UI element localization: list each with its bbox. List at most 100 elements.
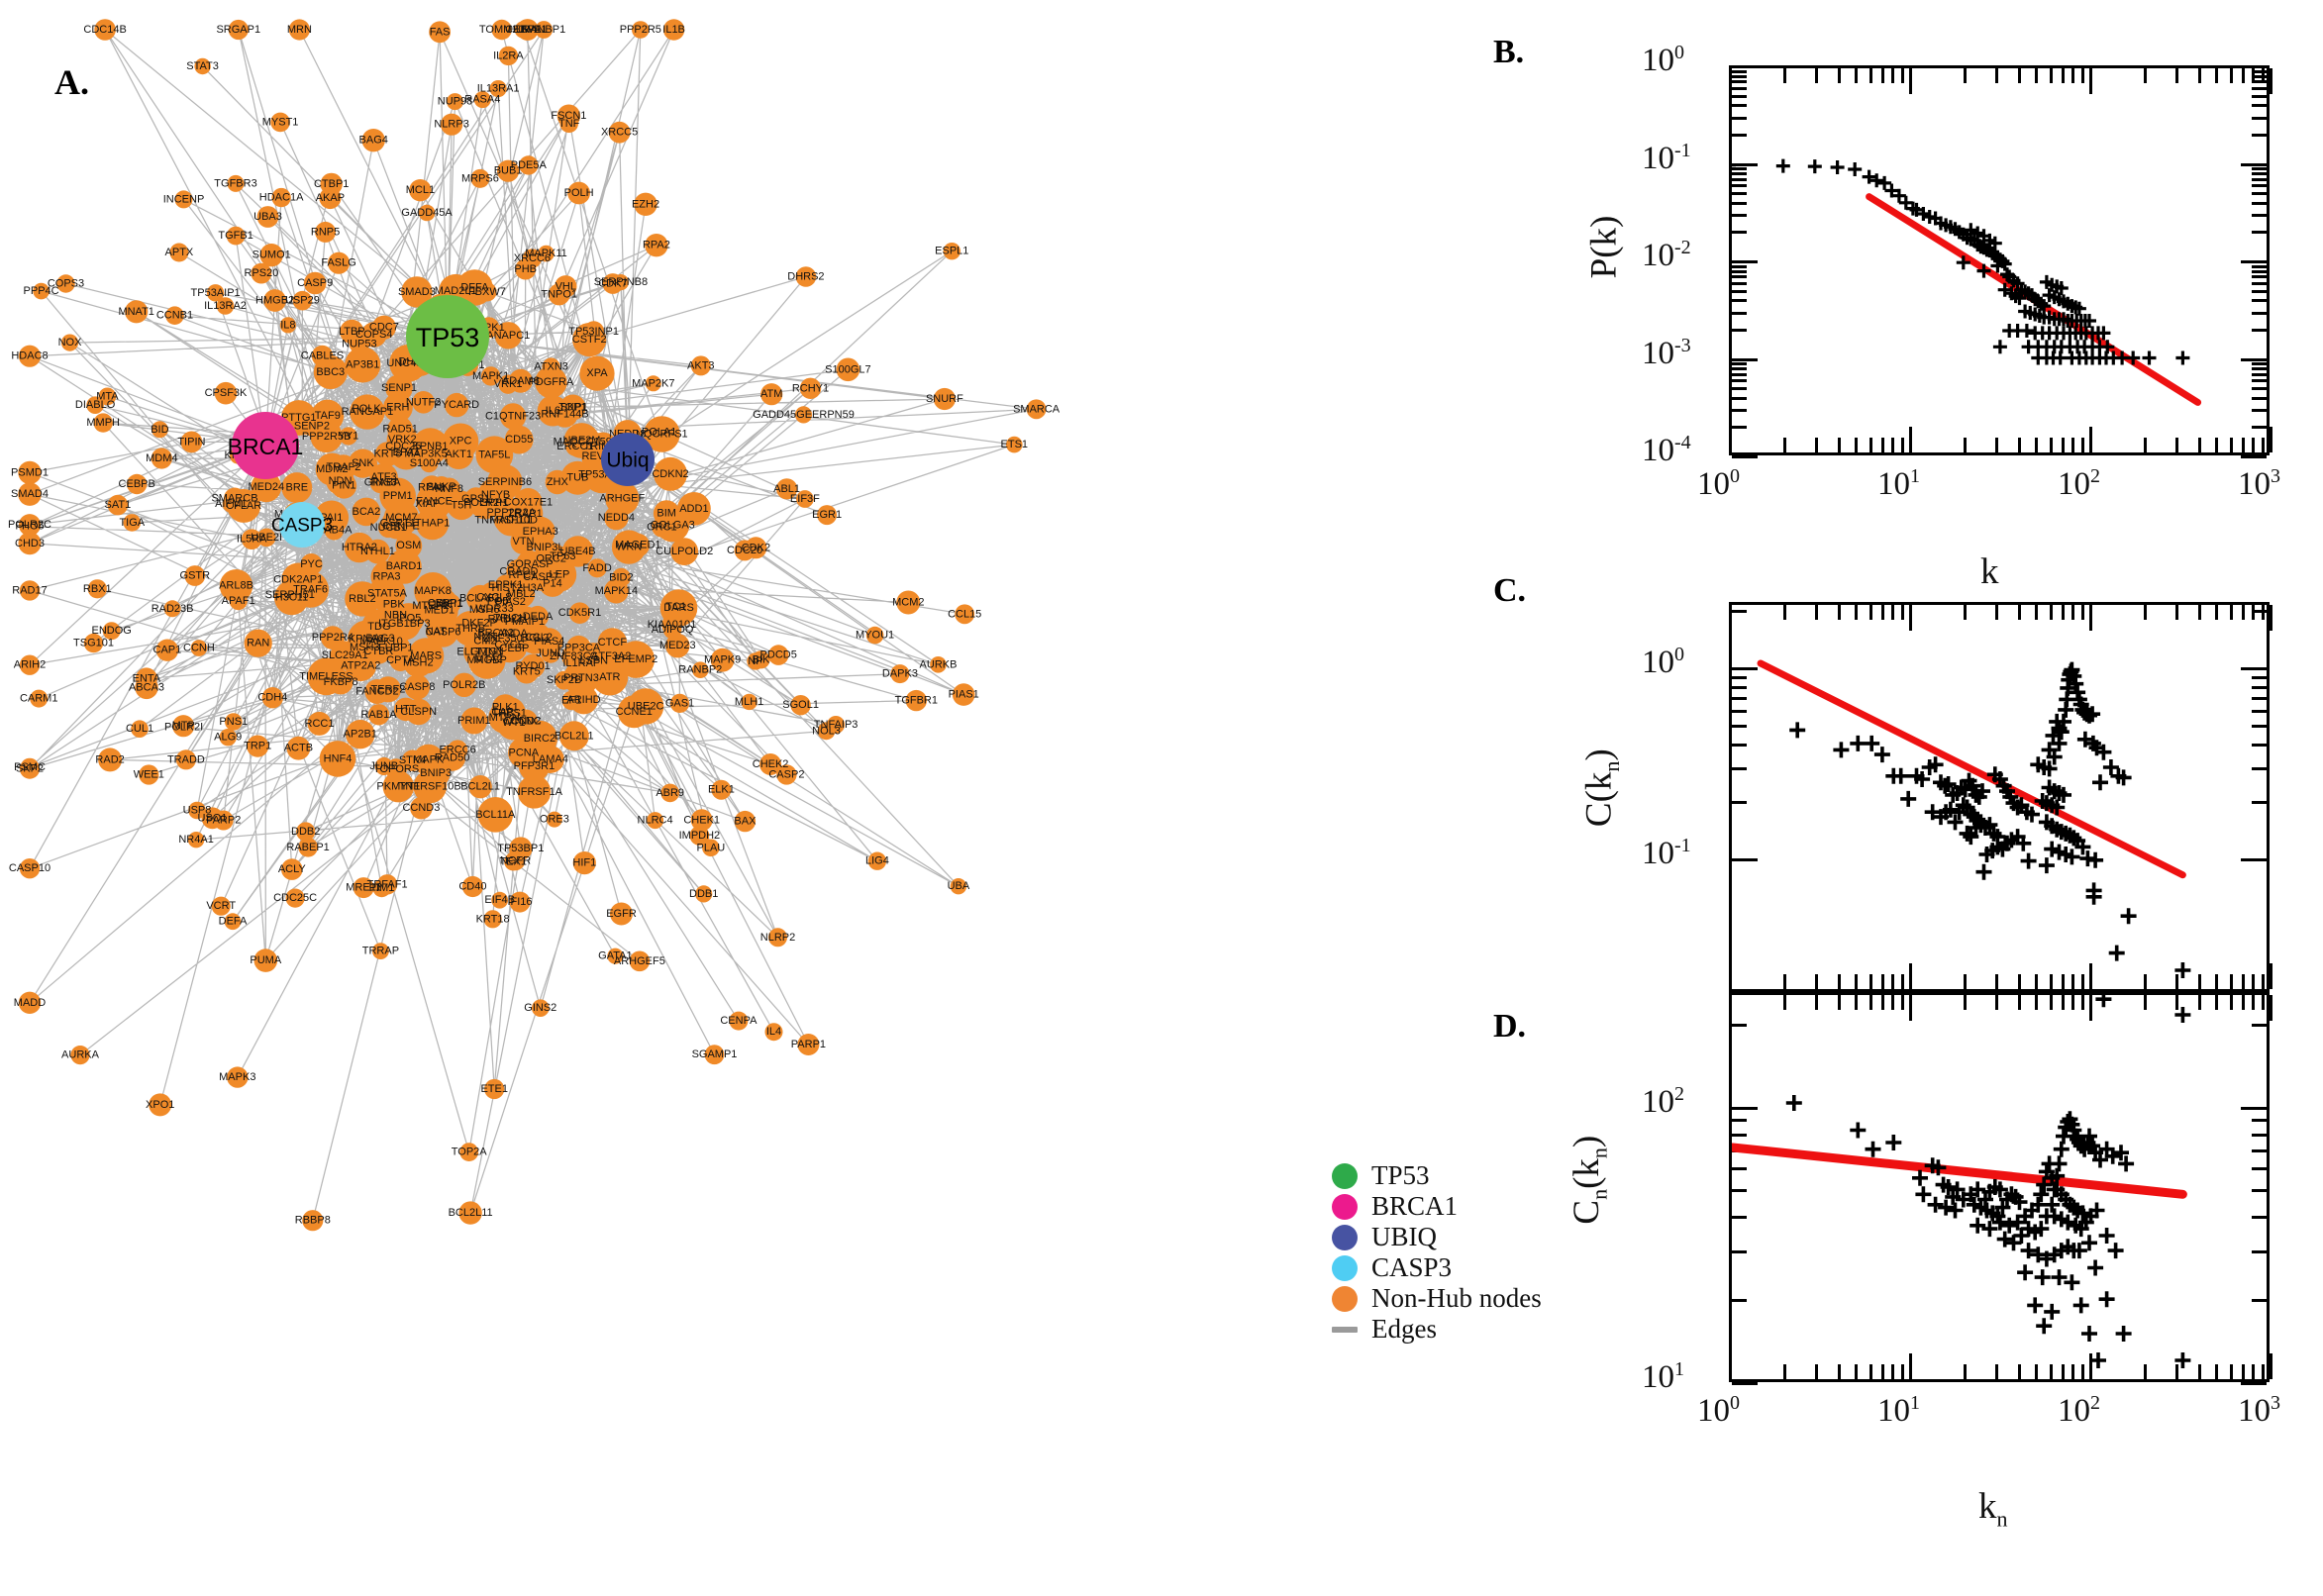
network-node[interactable] <box>445 392 469 418</box>
network-node[interactable] <box>519 155 539 175</box>
network-node[interactable] <box>491 19 512 41</box>
network-node[interactable] <box>587 558 607 578</box>
network-node[interactable] <box>169 243 189 262</box>
network-node[interactable] <box>315 452 349 486</box>
network-node[interactable] <box>734 810 757 833</box>
network-node[interactable] <box>244 629 272 657</box>
network-node[interactable] <box>952 683 975 706</box>
network-node[interactable] <box>518 750 550 782</box>
network-node[interactable] <box>1026 399 1047 420</box>
network-node[interactable] <box>139 764 159 785</box>
network-node[interactable] <box>500 592 521 612</box>
network-node[interactable] <box>321 626 345 649</box>
network-node[interactable] <box>131 720 149 738</box>
network-node[interactable] <box>19 580 41 601</box>
network-node[interactable] <box>525 624 553 651</box>
network-node[interactable] <box>510 529 537 554</box>
network-node[interactable] <box>412 391 435 414</box>
network-node[interactable] <box>579 355 615 391</box>
network-node[interactable] <box>695 885 713 903</box>
network-node[interactable] <box>301 416 322 437</box>
network-node[interactable] <box>608 121 631 144</box>
network-node[interactable] <box>213 810 234 831</box>
network-node[interactable] <box>388 513 414 539</box>
network-node[interactable] <box>538 245 555 262</box>
network-node[interactable] <box>18 991 42 1014</box>
network-node[interactable] <box>125 300 149 324</box>
network-node[interactable] <box>307 711 332 736</box>
network-node[interactable] <box>261 687 283 709</box>
network-node[interactable] <box>692 661 709 678</box>
network-node[interactable] <box>827 716 846 734</box>
hub-circle[interactable] <box>406 295 489 378</box>
network-node[interactable] <box>253 948 278 972</box>
network-node[interactable] <box>18 532 42 555</box>
network-node[interactable] <box>353 877 374 899</box>
network-node[interactable] <box>18 345 42 367</box>
network-node[interactable] <box>364 679 390 704</box>
network-node[interactable] <box>545 469 569 495</box>
network-node[interactable] <box>303 271 327 295</box>
network-node[interactable] <box>229 592 248 611</box>
network-node[interactable] <box>442 423 479 459</box>
network-node[interactable] <box>768 928 787 948</box>
network-node[interactable] <box>149 1093 172 1117</box>
network-node[interactable] <box>372 879 391 898</box>
network-node[interactable] <box>386 424 418 455</box>
network-node[interactable] <box>194 57 211 75</box>
network-node[interactable] <box>760 383 783 406</box>
network-node[interactable] <box>319 187 342 210</box>
network-node[interactable] <box>660 783 679 803</box>
network-node[interactable] <box>98 748 123 772</box>
network-node[interactable] <box>313 355 348 389</box>
network-graph[interactable]: ARL8B TAF5L MAD2L1 GATA1 ALG9 MAGED1 MRGBP BCL1… <box>0 0 1317 1596</box>
network-node[interactable] <box>652 517 672 538</box>
network-node[interactable] <box>251 471 282 503</box>
network-node[interactable] <box>572 323 607 357</box>
network-node[interactable] <box>607 948 624 964</box>
network-node[interactable] <box>475 436 514 474</box>
network-node[interactable] <box>734 540 756 561</box>
network-node[interactable] <box>459 1143 479 1161</box>
network-node[interactable] <box>300 553 323 575</box>
network-node[interactable] <box>648 421 670 444</box>
network-node[interactable] <box>367 704 390 726</box>
network-node[interactable] <box>561 536 594 567</box>
network-node[interactable] <box>296 822 316 842</box>
network-node[interactable] <box>228 19 249 41</box>
network-node[interactable] <box>403 648 434 678</box>
network-node[interactable] <box>222 495 240 513</box>
network-node[interactable] <box>374 756 393 776</box>
network-node[interactable] <box>395 532 423 559</box>
network-node[interactable] <box>546 811 562 828</box>
network-node[interactable] <box>20 516 40 537</box>
network-node[interactable] <box>654 456 687 491</box>
network-node[interactable] <box>56 274 75 293</box>
network-node[interactable] <box>776 764 797 785</box>
network-node[interactable] <box>563 423 600 458</box>
network-node[interactable] <box>484 1078 505 1100</box>
network-node[interactable] <box>836 357 860 382</box>
network-node[interactable] <box>494 504 528 537</box>
network-node[interactable] <box>107 494 129 516</box>
network-node[interactable] <box>227 1066 249 1088</box>
hub-circle[interactable] <box>601 433 655 486</box>
network-node[interactable] <box>955 604 975 625</box>
network-node[interactable] <box>281 858 303 880</box>
network-node[interactable] <box>345 347 381 383</box>
network-node[interactable] <box>151 421 168 439</box>
network-node[interactable] <box>797 1034 820 1055</box>
network-node[interactable] <box>411 428 450 465</box>
network-node[interactable] <box>559 114 578 134</box>
network-node[interactable] <box>767 645 789 665</box>
hub-node-ubiq[interactable]: Ubiq <box>601 433 655 486</box>
network-node[interactable] <box>348 620 385 657</box>
network-node[interactable] <box>429 21 451 44</box>
network-node[interactable] <box>87 579 107 599</box>
network-node[interactable] <box>421 758 451 788</box>
network-node[interactable] <box>447 93 463 111</box>
network-node[interactable] <box>127 473 148 495</box>
network-node[interactable] <box>645 234 668 257</box>
network-node[interactable] <box>477 282 497 302</box>
network-node[interactable] <box>494 608 517 631</box>
